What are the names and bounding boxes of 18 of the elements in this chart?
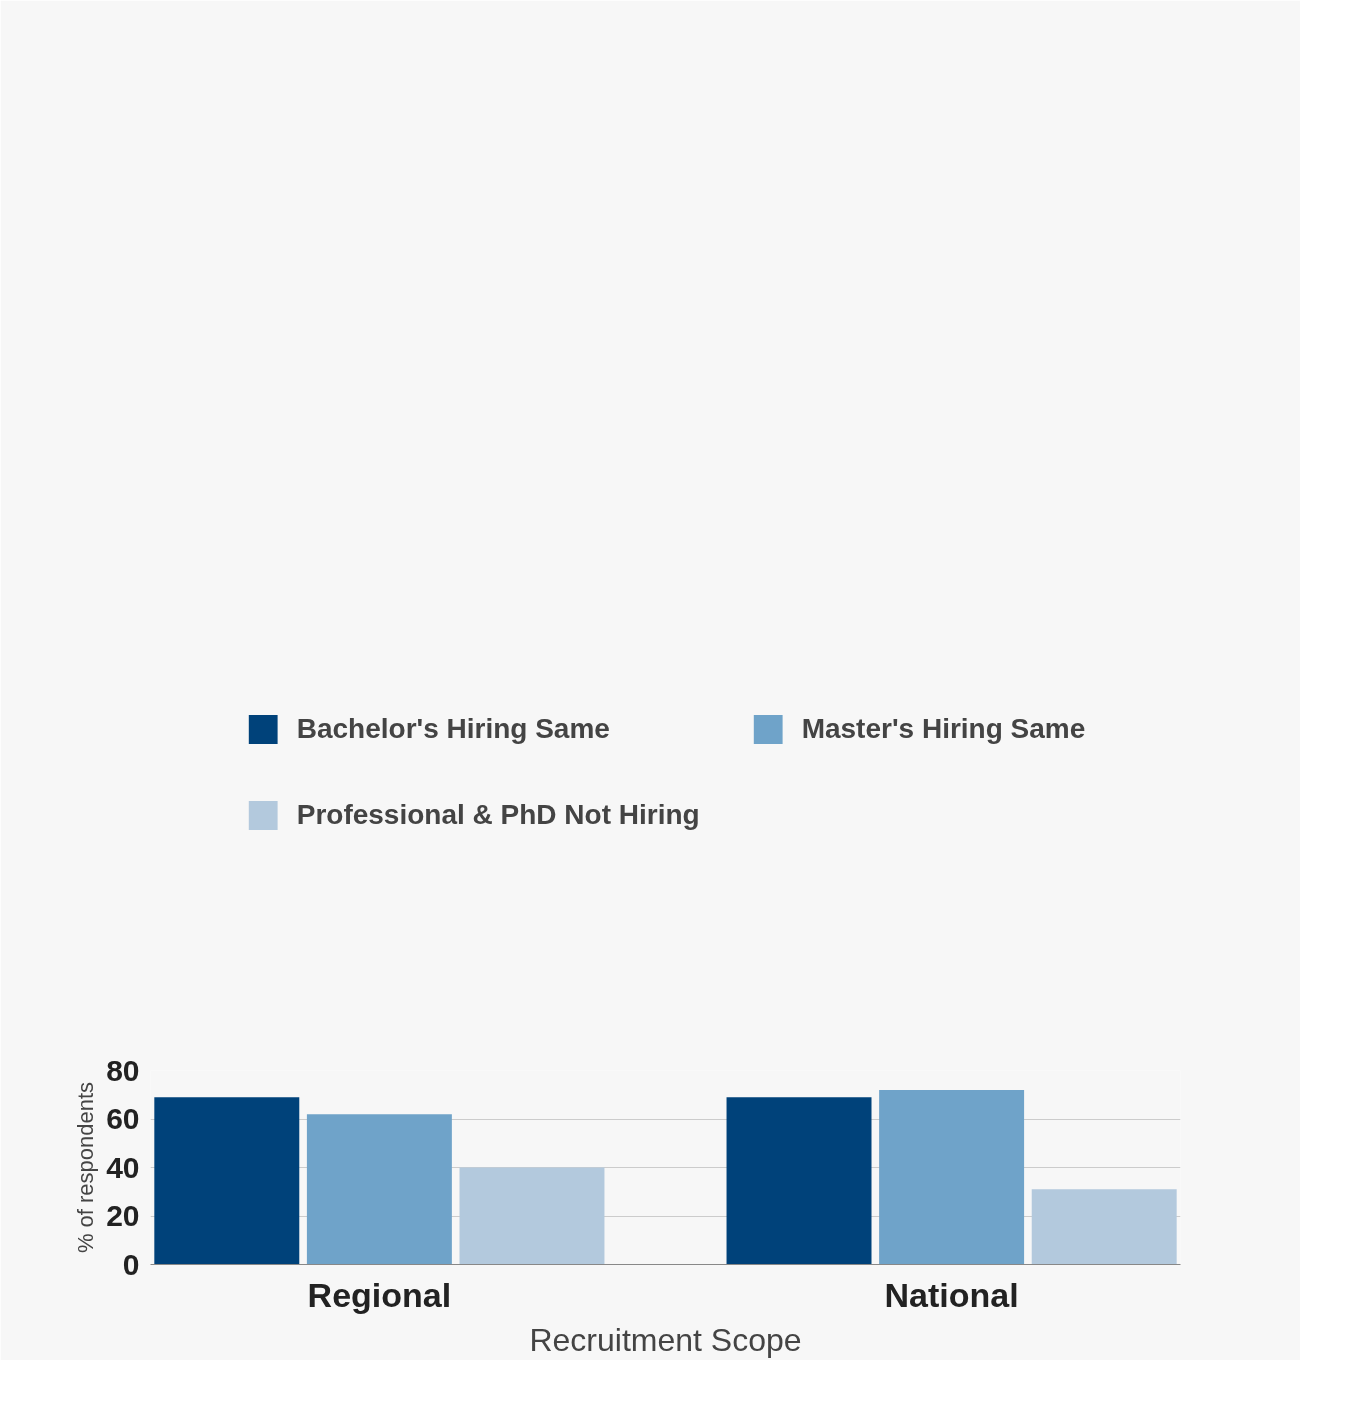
y-tick-label: 80 (106, 1053, 140, 1087)
y-tick-label: 20 (106, 1199, 140, 1232)
legend-label: Master's Hiring Same (801, 713, 1086, 745)
x-tick-label: Regional (307, 1275, 452, 1314)
bar (154, 1097, 300, 1265)
x-tick-label: National (884, 1275, 1019, 1314)
legend-label: Professional & PhD Not Hiring (296, 799, 700, 831)
bar (459, 1167, 605, 1265)
bar (726, 1097, 872, 1265)
y-tick-label: 40 (106, 1150, 140, 1184)
legend-label: Bachelor's Hiring Same (296, 713, 610, 745)
bar (879, 1089, 1025, 1265)
x-axis-title: Recruitment Scope (529, 1321, 802, 1358)
bar (306, 1114, 452, 1265)
y-tick-label: 60 (106, 1102, 140, 1135)
bar (1031, 1189, 1177, 1265)
y-axis-title: % of respondents (73, 1081, 99, 1254)
y-tick-label: 0 (122, 1247, 140, 1281)
